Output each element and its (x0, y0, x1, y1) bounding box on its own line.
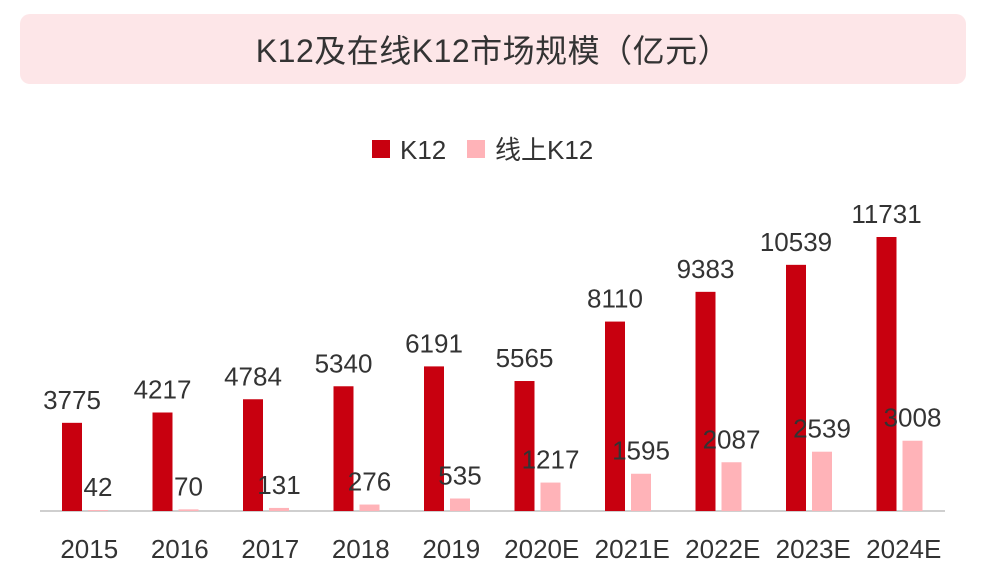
bar-online-2017 (269, 507, 289, 511)
x-tick-2020E: 2020E (504, 534, 579, 564)
bar-online-2022E (721, 462, 742, 511)
bar-k12-2018 (333, 386, 354, 511)
x-tick-2023E: 2023E (776, 534, 851, 564)
bar-k12-2022E (695, 291, 716, 511)
bar-online-2016 (178, 509, 199, 511)
data-label-online-2023E: 2539 (793, 414, 851, 444)
data-label-k12-2017: 4784 (224, 361, 282, 391)
data-label-online-2015: 42 (84, 472, 113, 502)
bar-online-2024E (902, 440, 923, 511)
legend-swatch-online (467, 140, 485, 158)
bar-k12-2023E (786, 264, 806, 511)
x-tick-2022E: 2022E (685, 534, 760, 564)
data-label-online-2021E: 1595 (612, 436, 670, 466)
bar-online-2019 (450, 498, 470, 511)
data-label-online-2019: 535 (438, 461, 481, 491)
chart-title: K12及在线K12市场规模（亿元） (255, 33, 731, 69)
bar-k12-2021E (605, 321, 625, 511)
data-label-k12-2019: 6191 (405, 328, 463, 358)
data-label-online-2024E: 3008 (884, 403, 942, 433)
data-label-online-2020E: 1217 (522, 445, 580, 475)
x-tick-2021E: 2021E (595, 534, 670, 564)
legend: K12 线上K12 (372, 135, 593, 165)
x-tick-2024E: 2024E (866, 534, 941, 564)
bars (62, 237, 923, 511)
data-label-online-2022E: 2087 (703, 424, 761, 454)
legend-label-k12: K12 (400, 135, 446, 165)
x-tick-2016: 2016 (151, 534, 209, 564)
data-label-k12-2022E: 9383 (677, 254, 735, 284)
data-label-k12-2020E: 5565 (496, 343, 554, 373)
bar-k12-2019 (424, 366, 444, 511)
x-tick-2017: 2017 (241, 534, 299, 564)
bar-online-2021E (631, 473, 651, 511)
legend-swatch-k12 (372, 140, 390, 158)
bar-k12-2020E (514, 381, 535, 511)
x-tick-2019: 2019 (422, 534, 480, 564)
bar-k12-2024E (876, 237, 897, 511)
x-tick-labels: 2015 2016 2017 2018 2019 2020E 2021E 2022E 2023E… (60, 534, 941, 564)
legend-label-online: 线上K12 (495, 135, 593, 165)
data-label-k12-2023E: 10539 (760, 227, 832, 257)
data-label-online-2018: 276 (348, 467, 391, 497)
x-tick-2018: 2018 (332, 534, 390, 564)
data-label-k12-2016: 4217 (134, 375, 192, 405)
value-labels: 3775 42 4217 70 4784 131 5340 276 6191 535 5565 121… (43, 199, 941, 502)
x-tick-2015: 2015 (60, 534, 118, 564)
data-label-k12-2021E: 8110 (587, 284, 643, 314)
data-label-k12-2015: 3775 (43, 385, 101, 415)
bar-online-2015 (88, 510, 108, 511)
bar-online-2020E (540, 482, 561, 511)
data-label-online-2016: 70 (174, 471, 203, 501)
bar-k12-2017 (243, 399, 263, 511)
chart-title-banner: K12及在线K12市场规模（亿元） (20, 14, 966, 84)
bar-k12-2016 (152, 412, 173, 511)
bar-online-2018 (359, 504, 380, 511)
bar-k12-2015 (62, 422, 82, 511)
data-label-online-2017: 131 (257, 470, 300, 500)
bar-online-2023E (812, 451, 832, 511)
data-label-k12-2024E: 11731 (851, 199, 921, 229)
data-label-k12-2018: 5340 (315, 348, 373, 378)
